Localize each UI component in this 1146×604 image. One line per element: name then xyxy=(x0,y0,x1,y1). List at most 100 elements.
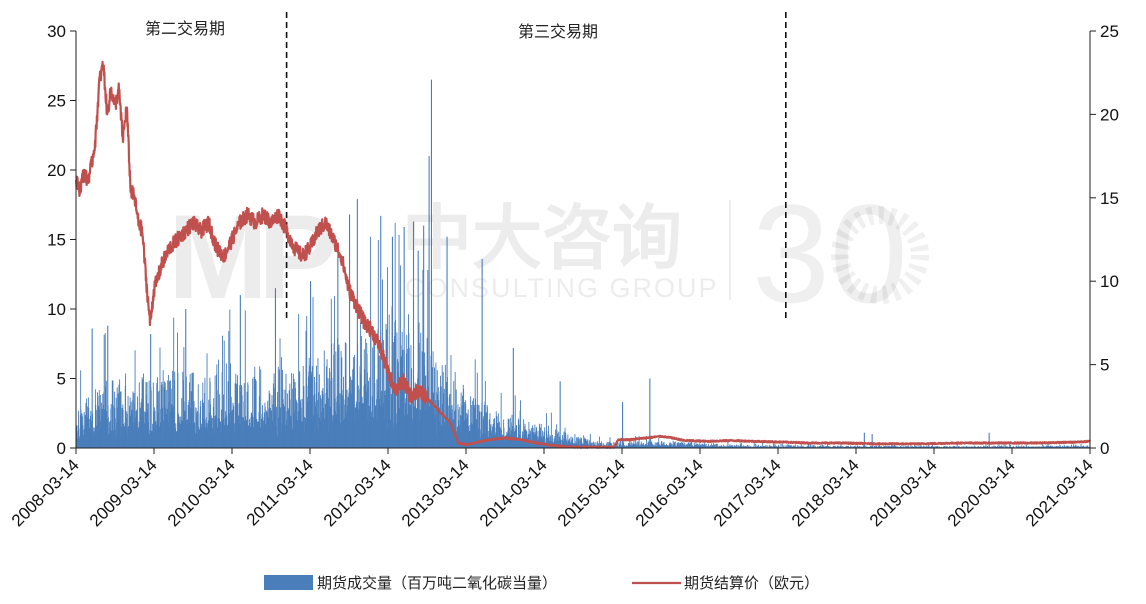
volume-bar xyxy=(266,411,268,448)
volume-bar xyxy=(830,446,832,448)
volume-bar xyxy=(574,440,576,448)
volume-bar xyxy=(663,442,665,448)
volume-bar xyxy=(97,405,99,448)
volume-bar xyxy=(799,445,801,448)
volume-bar xyxy=(471,404,473,448)
volume-bar xyxy=(312,297,314,448)
volume-bar-spike xyxy=(274,288,276,448)
volume-bar xyxy=(999,445,1001,448)
volume-bar xyxy=(1010,444,1011,448)
volume-bar xyxy=(713,444,715,448)
volume-bar xyxy=(918,446,920,448)
volume-bar-spike xyxy=(559,381,561,448)
volume-bar xyxy=(105,386,107,448)
volume-bar xyxy=(987,445,989,448)
volume-bar xyxy=(244,310,246,448)
volume-bar xyxy=(164,381,165,448)
volume-bar xyxy=(808,443,810,448)
volume-bar xyxy=(690,439,692,448)
volume-bar xyxy=(118,384,120,448)
volume-bar xyxy=(163,420,164,448)
volume-bar xyxy=(918,446,919,448)
volume-bar xyxy=(835,445,837,448)
volume-bar xyxy=(314,393,316,448)
volume-bar xyxy=(1087,445,1089,448)
volume-bar xyxy=(317,358,319,448)
legend: 期货成交量（百万吨二氧化碳当量） 期货结算价（欧元） xyxy=(264,574,819,592)
volume-bar xyxy=(653,444,654,448)
volume-bar xyxy=(630,442,632,448)
volume-bar xyxy=(944,445,946,448)
volume-bar xyxy=(174,371,176,448)
volume-bar-spike xyxy=(391,236,393,448)
y-left-tick-label: 15 xyxy=(47,231,66,250)
volume-bar xyxy=(629,441,631,448)
volume-bar xyxy=(850,445,852,448)
volume-bar xyxy=(445,382,447,448)
volume-bar xyxy=(558,436,560,448)
volume-bar xyxy=(589,433,591,448)
volume-bar xyxy=(216,390,218,448)
volume-bar xyxy=(826,446,828,448)
volume-bar xyxy=(162,370,164,448)
volume-bar xyxy=(914,445,916,448)
volume-bar xyxy=(440,386,442,448)
volume-bar xyxy=(392,342,394,448)
volume-bar xyxy=(922,445,924,448)
volume-bar xyxy=(1048,445,1050,448)
volume-bar xyxy=(229,309,231,448)
volume-bar xyxy=(796,446,798,448)
volume-bar xyxy=(909,446,911,448)
volume-bar xyxy=(468,430,470,448)
volume-bar xyxy=(569,438,571,448)
volume-bar xyxy=(497,413,499,448)
volume-bar xyxy=(818,446,820,448)
volume-bar xyxy=(937,446,939,448)
volume-bar xyxy=(716,443,718,448)
volume-bar xyxy=(365,338,367,448)
volume-bar xyxy=(800,443,802,448)
volume-bar xyxy=(727,440,729,448)
volume-bar xyxy=(813,446,815,448)
volume-bar xyxy=(636,441,638,448)
volume-bar xyxy=(133,403,135,448)
volume-bar xyxy=(475,398,476,448)
volume-bar xyxy=(1001,445,1003,448)
volume-bar xyxy=(616,443,618,448)
volume-bar xyxy=(516,425,518,448)
volume-bar xyxy=(593,441,594,448)
volume-bar xyxy=(1059,445,1061,448)
volume-bar xyxy=(710,443,712,448)
x-tick-label: 2010-03-14 xyxy=(164,455,239,530)
volume-bar xyxy=(299,371,301,448)
volume-bar xyxy=(562,434,564,448)
volume-bar xyxy=(246,391,248,448)
volume-bar xyxy=(84,428,85,448)
volume-bar xyxy=(447,397,449,448)
volume-bar xyxy=(926,445,928,448)
volume-bar xyxy=(572,438,574,448)
volume-bar xyxy=(206,353,208,448)
volume-bar xyxy=(907,445,909,448)
volume-bar xyxy=(237,375,239,448)
volume-bar xyxy=(303,386,305,448)
volume-bar xyxy=(856,446,858,448)
volume-bar xyxy=(78,410,80,448)
volume-bar xyxy=(956,443,958,448)
volume-bar xyxy=(189,382,190,448)
volume-bar xyxy=(214,375,216,448)
volume-bar xyxy=(606,441,608,448)
volume-bar xyxy=(873,445,875,448)
volume-bar xyxy=(1033,446,1035,448)
volume-bar xyxy=(443,389,445,448)
volume-bar xyxy=(267,400,269,448)
volume-bar xyxy=(795,444,797,448)
price-line xyxy=(74,60,1091,449)
volume-bar xyxy=(252,378,254,448)
volume-bar xyxy=(509,417,511,448)
volume-bar xyxy=(523,419,525,448)
volume-bar xyxy=(771,446,773,448)
volume-bar xyxy=(204,419,206,448)
volume-bar xyxy=(673,442,675,448)
volume-bar xyxy=(820,446,822,448)
